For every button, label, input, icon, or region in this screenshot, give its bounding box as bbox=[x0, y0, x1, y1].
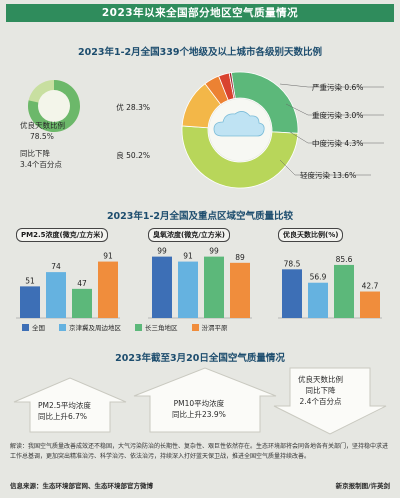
s3-item-good: 优良天数比例 同比下降 2.4个百分点 bbox=[298, 374, 343, 407]
bar-value-label: 85.6 bbox=[336, 255, 353, 264]
section1-title: 2023年1-2月全国339个地级及以上城市各级别天数比例 bbox=[0, 44, 400, 58]
donut-label: 良 50.2% bbox=[116, 150, 150, 160]
legend-swatch bbox=[191, 323, 199, 331]
bar-value-label: 91 bbox=[103, 252, 113, 261]
legend-swatch bbox=[22, 323, 29, 331]
arrow-good-ratio bbox=[273, 367, 387, 435]
bar bbox=[72, 288, 92, 318]
bar bbox=[178, 261, 198, 318]
arrow-pm10 bbox=[133, 367, 277, 433]
legend-item-yrd: 长三角地区 bbox=[135, 322, 178, 332]
panel-label-pm25: PM2.5浓度(微克/立方米) bbox=[16, 228, 109, 242]
legend-label: 京津冀及周边地区 bbox=[69, 324, 121, 332]
donut-slice bbox=[228, 72, 236, 100]
bar-value-label: 78.5 bbox=[284, 259, 301, 268]
good-ratio-value: 78.5% bbox=[30, 132, 54, 141]
legend-item-jjj: 京津冀及周边地区 bbox=[59, 322, 121, 332]
s3-pm25-line1: PM2.5平均浓度 bbox=[38, 401, 91, 410]
donut-leader-line bbox=[285, 103, 384, 116]
legend-swatch bbox=[59, 323, 66, 331]
bar bbox=[230, 262, 250, 318]
panel-label-good-ratio: 优良天数比例(%) bbox=[278, 228, 344, 242]
bar bbox=[204, 256, 224, 318]
legend-item-fw: 汾渭平原 bbox=[191, 322, 228, 332]
page-title: 2023年以来全国部分地区空气质量情况 bbox=[6, 4, 394, 22]
good-ratio-summary bbox=[28, 80, 80, 132]
good-ratio-text: 优良天数比例 78.5% 同比下降 3.4个百分点 bbox=[20, 120, 100, 170]
section3-arrows bbox=[13, 367, 387, 435]
legend-label: 全国 bbox=[32, 324, 45, 332]
section3-title: 2023年截至3月20日全国空气质量情况 bbox=[0, 350, 400, 364]
s3-pm10-line2: 同比上升23.9% bbox=[172, 410, 226, 419]
section2-title: 2023年1-2月全国及重点区域空气质量比较 bbox=[0, 208, 400, 222]
bar bbox=[282, 269, 302, 318]
donut-leader-line bbox=[279, 159, 371, 176]
good-ratio-label: 优良天数比例 bbox=[20, 121, 65, 130]
bar bbox=[334, 264, 354, 318]
s3-good-line2: 同比下降 bbox=[305, 386, 336, 395]
arrow-pm25 bbox=[13, 377, 127, 433]
bar bbox=[98, 261, 118, 318]
bar bbox=[46, 272, 66, 318]
donut-slice bbox=[181, 125, 299, 189]
donut-leader-line bbox=[289, 131, 384, 144]
legend-label: 汾渭平原 bbox=[201, 324, 228, 332]
region-bar-charts: 51 74 47 91 99 91 99 89 78.5 56.9 85.6 42.7 bbox=[16, 247, 382, 319]
panel-label-ozone: 臭氧浓度(微克/立方米) bbox=[148, 228, 230, 242]
donut-label: 优 28.3% bbox=[116, 102, 150, 112]
legend-swatch bbox=[135, 323, 142, 331]
s3-good-line3: 2.4个百分点 bbox=[299, 397, 342, 406]
legend-label: 长三角地区 bbox=[145, 324, 178, 332]
bar-value-label: 89 bbox=[235, 253, 245, 262]
donut-leader-line bbox=[279, 83, 384, 88]
bar bbox=[152, 256, 172, 318]
section2-title-text: 2023年1-2月全国及重点区域空气质量比较 bbox=[106, 211, 294, 222]
bar-value-label: 91 bbox=[183, 252, 193, 261]
donut-label: 重度污染 3.0% bbox=[312, 110, 363, 120]
section1-title-text: 2023年1-2月全国339个地级及以上城市各级别天数比例 bbox=[78, 47, 322, 58]
donut-label: 中度污染 4.3% bbox=[312, 138, 363, 148]
summary-inner bbox=[38, 90, 70, 122]
bar-value-label: 56.9 bbox=[310, 273, 327, 282]
yoy-label: 同比下降 bbox=[20, 149, 50, 158]
s3-good-line1: 优良天数比例 bbox=[298, 375, 343, 384]
level-donut-chart: 优 28.3% 良 50.2% 轻度污染 13.6% 中度污染 4.3% 重度污染 3.… bbox=[116, 71, 384, 189]
legend-item-national: 全国 bbox=[22, 322, 45, 332]
bar-value-label: 99 bbox=[157, 247, 167, 256]
credit-text: 新京报制图/许英剑 bbox=[335, 482, 390, 490]
bar bbox=[360, 291, 380, 318]
source-text: 信息来源：生态环境部官网、生态环境部官方微博 bbox=[10, 482, 153, 490]
cloud-icon bbox=[213, 111, 265, 137]
s3-item-pm10: PM10平均浓度 同比上升23.9% bbox=[172, 398, 226, 420]
bar bbox=[20, 286, 40, 318]
bar-value-label: 42.7 bbox=[362, 282, 379, 291]
bar-value-label: 51 bbox=[25, 276, 35, 285]
donut-label: 严重污染 0.6% bbox=[312, 82, 363, 92]
interpretation-note: 解读：我国空气质量改善成效还不稳固，大气污染防治的长期性、复杂性、艰巨性依然存在… bbox=[10, 443, 389, 460]
donut-label: 轻度污染 13.6% bbox=[300, 170, 356, 180]
footer: 信息来源：生态环境部官网、生态环境部官方微博 新京报制图/许英剑 bbox=[10, 480, 390, 490]
bar-legend: 全国 京津冀及周边地区 长三角地区 汾渭平原 bbox=[22, 322, 382, 332]
yoy-value: 3.4个百分点 bbox=[20, 160, 62, 169]
bar-value-label: 99 bbox=[209, 247, 219, 256]
s3-pm25-line2: 同比上升6.7% bbox=[38, 412, 88, 421]
s3-item-pm25: PM2.5平均浓度 同比上升6.7% bbox=[38, 400, 91, 422]
bar bbox=[308, 282, 328, 318]
bar-value-label: 74 bbox=[51, 262, 61, 271]
bar-value-label: 47 bbox=[77, 279, 87, 288]
s3-pm10-line1: PM10平均浓度 bbox=[173, 399, 225, 408]
section3-title-text: 2023年截至3月20日全国空气质量情况 bbox=[115, 353, 285, 364]
